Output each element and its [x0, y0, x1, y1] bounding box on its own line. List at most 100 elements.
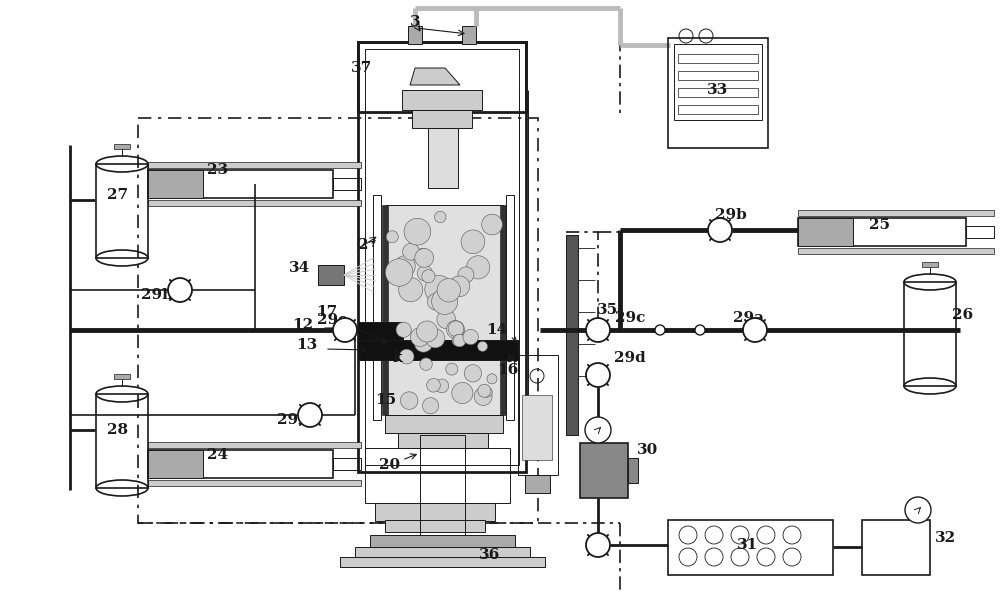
Circle shape — [464, 331, 474, 341]
Bar — [96, 164, 148, 258]
Circle shape — [586, 318, 610, 342]
Text: 2: 2 — [358, 238, 368, 252]
Bar — [138, 118, 538, 523]
Bar — [358, 340, 518, 360]
Bar — [966, 226, 994, 238]
Circle shape — [427, 294, 444, 310]
Bar — [668, 520, 833, 575]
Bar — [385, 205, 503, 415]
Bar — [148, 450, 333, 478]
Bar — [580, 443, 628, 498]
Bar — [522, 395, 552, 460]
Bar — [678, 71, 758, 80]
Bar — [114, 374, 130, 379]
Circle shape — [463, 329, 478, 345]
Circle shape — [404, 218, 431, 245]
Circle shape — [482, 214, 502, 235]
Circle shape — [333, 318, 357, 342]
Bar — [385, 415, 503, 433]
Bar — [114, 144, 130, 149]
Circle shape — [482, 387, 492, 397]
Circle shape — [464, 365, 482, 382]
Circle shape — [417, 266, 432, 281]
Circle shape — [415, 249, 434, 268]
Circle shape — [708, 218, 732, 242]
Text: 37: 37 — [351, 61, 373, 75]
Circle shape — [695, 325, 705, 335]
Circle shape — [441, 287, 452, 298]
Bar — [408, 26, 422, 44]
Circle shape — [437, 279, 460, 302]
Text: 23: 23 — [207, 163, 229, 177]
Circle shape — [394, 256, 415, 276]
Text: 29f: 29f — [277, 413, 305, 427]
Bar — [566, 235, 578, 435]
Circle shape — [474, 387, 492, 406]
Bar — [148, 450, 203, 478]
Circle shape — [399, 278, 423, 302]
Bar — [370, 535, 515, 547]
Text: 12: 12 — [292, 318, 314, 332]
Text: 35: 35 — [596, 303, 618, 317]
Bar — [500, 205, 506, 415]
Bar — [798, 210, 994, 216]
Circle shape — [458, 267, 474, 283]
Text: 17: 17 — [316, 305, 338, 319]
Circle shape — [427, 378, 440, 392]
Bar — [412, 110, 472, 128]
Text: 33: 33 — [707, 83, 729, 97]
Bar — [678, 54, 758, 63]
Circle shape — [467, 256, 490, 279]
Bar — [428, 128, 458, 188]
Circle shape — [586, 363, 610, 387]
Circle shape — [586, 533, 610, 557]
Bar — [148, 442, 361, 448]
Bar — [340, 557, 545, 567]
Circle shape — [399, 349, 414, 364]
Text: 30: 30 — [637, 443, 659, 457]
Bar — [333, 458, 361, 470]
Bar — [525, 475, 550, 493]
Circle shape — [655, 325, 665, 335]
Circle shape — [422, 398, 439, 414]
Bar — [96, 394, 148, 488]
Circle shape — [446, 320, 464, 339]
Bar — [668, 38, 768, 148]
Bar — [674, 44, 762, 120]
Circle shape — [396, 322, 411, 337]
Circle shape — [478, 384, 491, 397]
Bar — [862, 520, 930, 575]
Bar — [358, 322, 403, 342]
Text: 29b: 29b — [715, 208, 747, 222]
Text: 29e: 29e — [317, 313, 347, 327]
Bar — [382, 205, 388, 415]
Bar — [420, 435, 465, 535]
Circle shape — [403, 243, 419, 260]
Circle shape — [432, 288, 458, 314]
Bar — [148, 162, 361, 168]
Circle shape — [448, 321, 464, 336]
Circle shape — [478, 342, 488, 352]
Bar — [318, 265, 344, 285]
Bar — [678, 105, 758, 114]
Bar — [148, 170, 203, 198]
Bar — [148, 480, 361, 486]
Circle shape — [453, 334, 466, 347]
Text: 29h: 29h — [141, 288, 173, 302]
Circle shape — [905, 497, 931, 523]
Text: 29d: 29d — [614, 351, 646, 365]
Text: 20: 20 — [379, 458, 401, 472]
Circle shape — [487, 374, 497, 384]
Circle shape — [743, 318, 767, 342]
Bar — [385, 520, 485, 532]
Bar — [798, 248, 994, 254]
Circle shape — [417, 248, 428, 259]
Bar — [375, 503, 495, 521]
Circle shape — [422, 270, 435, 283]
Circle shape — [298, 403, 322, 427]
Circle shape — [446, 363, 458, 375]
Bar — [798, 218, 966, 246]
Circle shape — [461, 230, 485, 254]
Text: 25: 25 — [869, 218, 890, 232]
Circle shape — [385, 259, 413, 286]
